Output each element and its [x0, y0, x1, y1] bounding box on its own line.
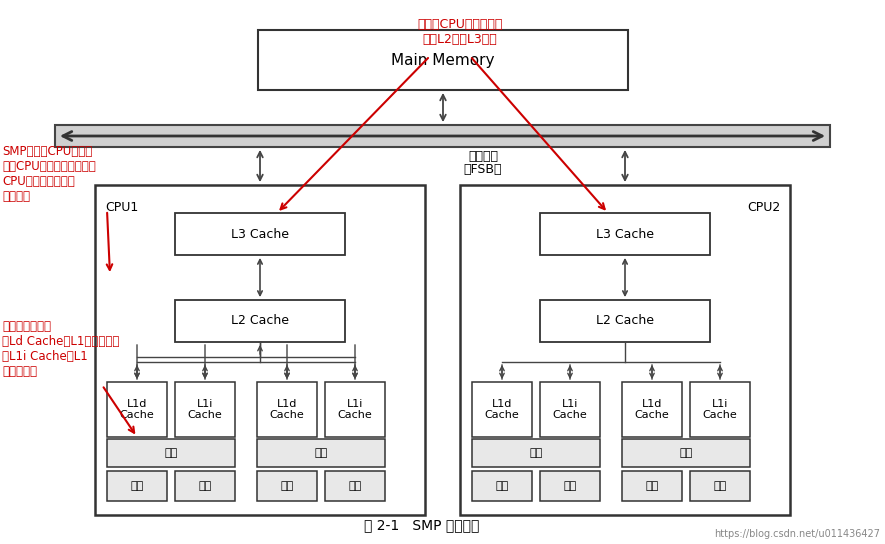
- Bar: [472, 439, 600, 467]
- Bar: [257, 439, 385, 467]
- Bar: [325, 471, 385, 501]
- Bar: [257, 471, 317, 501]
- Bar: [622, 382, 682, 437]
- Bar: [460, 185, 790, 515]
- Bar: [258, 30, 628, 90]
- Bar: [540, 213, 710, 255]
- Text: 每个核心有各自
的Ld Cache（L1数据缓存）
和L1i Cache（L1
指令缓存）: 每个核心有各自 的Ld Cache（L1数据缓存） 和L1i Cache（L1 …: [2, 320, 119, 378]
- Bar: [325, 382, 385, 437]
- Text: 线程: 线程: [645, 481, 658, 491]
- Text: L1d
Cache: L1d Cache: [270, 399, 304, 421]
- Text: （FSB）: （FSB）: [464, 163, 503, 176]
- Text: Main Memory: Main Memory: [391, 53, 495, 67]
- Text: 线程: 线程: [564, 481, 577, 491]
- Text: 线程: 线程: [130, 481, 143, 491]
- Bar: [107, 439, 235, 467]
- Text: L1i
Cache: L1i Cache: [337, 399, 373, 421]
- Bar: [690, 471, 750, 501]
- Text: CPU1: CPU1: [105, 201, 138, 214]
- Text: L2 Cache: L2 Cache: [231, 314, 289, 327]
- Bar: [175, 213, 345, 255]
- Text: 图 2-1   SMP 系统结构: 图 2-1 SMP 系统结构: [365, 518, 480, 532]
- Text: 核心: 核心: [314, 448, 327, 458]
- Bar: [622, 439, 750, 467]
- Bar: [540, 382, 600, 437]
- Bar: [622, 471, 682, 501]
- Text: L3 Cache: L3 Cache: [231, 227, 289, 240]
- Text: L1i
Cache: L1i Cache: [552, 399, 588, 421]
- Bar: [472, 382, 532, 437]
- Bar: [175, 300, 345, 342]
- Text: SMP由两个CPU构成，
每个CPU由两个核心构成；
CPU与内存之间通过
总线通信: SMP由两个CPU构成， 每个CPU由两个核心构成； CPU与内存之间通过 总线…: [2, 145, 96, 203]
- Bar: [175, 382, 235, 437]
- Text: 核心: 核心: [529, 448, 543, 458]
- Text: 同一个CPU的多个核心
共享L2以及L3缓存: 同一个CPU的多个核心 共享L2以及L3缓存: [418, 18, 503, 46]
- Text: 核心: 核心: [165, 448, 178, 458]
- Bar: [55, 125, 830, 147]
- Bar: [95, 185, 425, 515]
- Text: L1d
Cache: L1d Cache: [635, 399, 669, 421]
- Text: L1d
Cache: L1d Cache: [485, 399, 519, 421]
- Bar: [175, 471, 235, 501]
- Text: 前端总线: 前端总线: [468, 150, 498, 163]
- Text: 线程: 线程: [713, 481, 727, 491]
- Bar: [540, 300, 710, 342]
- Text: 线程: 线程: [281, 481, 294, 491]
- Text: L3 Cache: L3 Cache: [596, 227, 654, 240]
- Text: L1i
Cache: L1i Cache: [188, 399, 222, 421]
- Text: L2 Cache: L2 Cache: [596, 314, 654, 327]
- Text: 核心: 核心: [680, 448, 693, 458]
- Text: 线程: 线程: [496, 481, 509, 491]
- Text: 线程: 线程: [198, 481, 212, 491]
- Text: L1i
Cache: L1i Cache: [703, 399, 737, 421]
- Text: L1d
Cache: L1d Cache: [119, 399, 154, 421]
- Text: CPU2: CPU2: [747, 201, 780, 214]
- Bar: [257, 382, 317, 437]
- Bar: [107, 471, 167, 501]
- Text: https://blog.csdn.net/u011436427: https://blog.csdn.net/u011436427: [714, 529, 880, 539]
- Bar: [472, 471, 532, 501]
- Text: 线程: 线程: [349, 481, 362, 491]
- Bar: [107, 382, 167, 437]
- Bar: [690, 382, 750, 437]
- Bar: [540, 471, 600, 501]
